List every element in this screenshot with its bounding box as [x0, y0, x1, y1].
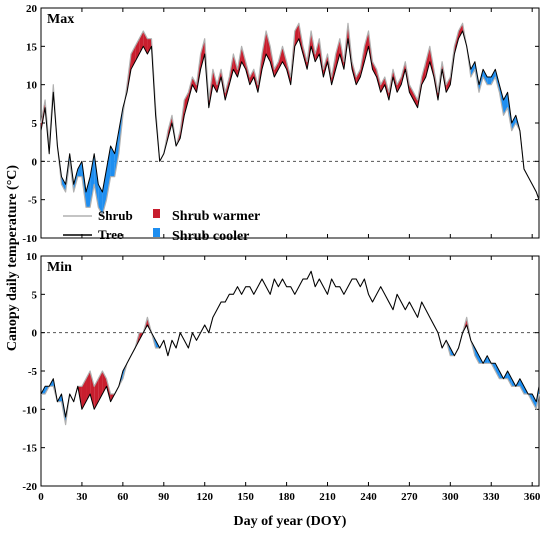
- y-tick-label-min: -20: [22, 481, 37, 493]
- panel-label-min: Min: [47, 260, 72, 275]
- shrub-cooler-area: [491, 69, 496, 85]
- difference-fill-min: [41, 317, 539, 425]
- x-tick-label: 180: [278, 491, 295, 503]
- series-line-shrub-max: [40, 22, 540, 216]
- x-tick-label: 120: [196, 491, 213, 503]
- y-tick-label-max: 20: [26, 3, 38, 15]
- x-axis-title: Day of year (DOY): [234, 514, 347, 529]
- shrub-warmer-area: [446, 77, 451, 93]
- shrub-warmer-area: [266, 31, 271, 62]
- shrub-cooler-area: [106, 146, 111, 200]
- shrub-cooler-area: [519, 378, 524, 394]
- x-tick-label: 210: [319, 491, 336, 503]
- series-line-tree-min: [40, 270, 540, 418]
- plot-frame-min: [40, 255, 540, 487]
- shrub-warmer-area: [409, 84, 414, 100]
- shrub-warmer-area: [356, 69, 361, 85]
- shrub-cooler-area: [90, 153, 95, 208]
- shrub-cooler-area: [102, 169, 107, 215]
- y-tick-label-max: 15: [26, 41, 38, 53]
- y-tick-label-max: 0: [32, 156, 38, 168]
- shrub-cooler-area: [110, 146, 115, 177]
- shrub-cooler-area: [483, 69, 488, 85]
- legend-shrub-warmer-label: Shrub warmer: [172, 209, 260, 224]
- legend-shrub-cooler-swatch: [153, 228, 160, 237]
- shrub-warmer-area: [372, 61, 377, 77]
- shrub-cooler-area: [94, 153, 99, 208]
- y-tick-label-max: 10: [26, 80, 38, 92]
- shrub-cooler-area: [114, 130, 119, 177]
- x-tick-label: 270: [401, 491, 418, 503]
- shrub-warmer-area: [335, 38, 340, 70]
- shrub-cooler-area: [86, 176, 91, 208]
- shrub-warmer-area: [364, 31, 369, 62]
- shrub-warmer-area: [249, 69, 254, 85]
- legend-shrub-label: Shrub: [98, 208, 133, 223]
- shrub-warmer-area: [380, 77, 385, 93]
- shrub-warmer-area: [200, 38, 205, 70]
- shrub-warmer-area: [94, 378, 99, 410]
- shrub-warmer-area: [184, 92, 189, 116]
- x-tick-label: 90: [158, 491, 170, 503]
- x-tick-label: 330: [483, 491, 500, 503]
- y-tick-label-min: -10: [22, 404, 37, 416]
- shrub-warmer-area: [131, 46, 136, 70]
- shrub-warmer-area: [192, 77, 197, 93]
- legend: Shrub Tree Shrub warmer Shrub cooler: [63, 208, 260, 244]
- shrub-cooler-area: [511, 115, 516, 131]
- shrub-warmer-area: [425, 46, 430, 77]
- shrub-cooler-area: [474, 348, 479, 364]
- x-tick-label: 150: [237, 491, 254, 503]
- x-tick-label: 0: [38, 491, 44, 503]
- legend-tree-label: Tree: [98, 227, 123, 242]
- panel-label-max: Max: [47, 12, 74, 27]
- legend-shrub-cooler-label: Shrub cooler: [172, 229, 249, 244]
- shrub-warmer-area: [143, 31, 148, 54]
- panel-min: -20 -15 -10 -5 0 5 10 0 30 60 90 120 150 180 210 240 270…: [22, 251, 541, 503]
- x-tick-label: 360: [524, 491, 541, 503]
- series-line-shrub-min: [41, 270, 540, 426]
- series-line-tree-max: [40, 30, 540, 200]
- shrub-warmer-area: [397, 77, 402, 93]
- legend-shrub-warmer-swatch: [153, 209, 160, 218]
- shrub-warmer-area: [98, 371, 103, 402]
- shrub-cooler-area: [61, 176, 66, 192]
- y-axis-title: Canopy daily temperature (°C): [5, 165, 20, 351]
- y-tick-label-min: 5: [32, 289, 38, 301]
- shrub-warmer-area: [262, 31, 267, 70]
- shrub-cooler-area: [495, 363, 500, 379]
- y-tick-label-max: -5: [28, 195, 38, 207]
- shrub-warmer-area: [274, 61, 279, 77]
- x-tick-label: 300: [442, 491, 459, 503]
- shrub-warmer-area: [294, 23, 299, 47]
- shrub-warmer-area: [139, 31, 144, 54]
- y-tick-label-min: -5: [28, 366, 38, 378]
- shrub-warmer-area: [81, 378, 87, 410]
- x-tick-label: 60: [117, 491, 129, 503]
- shrub-cooler-area: [487, 77, 492, 85]
- shrub-warmer-area: [458, 23, 463, 39]
- shrub-warmer-area: [413, 92, 418, 108]
- panels: -10 -5 0 5 10 15 20 Max -20 -15 -10 -5 0 5 10 0 30 60 90 12…: [22, 3, 541, 503]
- shrub-cooler-area: [470, 61, 475, 77]
- y-tick-label-max: -10: [22, 233, 37, 245]
- y-tick-label-min: 0: [32, 328, 38, 340]
- y-tick-label-min: -15: [22, 443, 37, 455]
- shrub-warmer-area: [90, 371, 95, 410]
- shrub-cooler-area: [98, 184, 103, 215]
- shrub-warmer-area: [147, 38, 152, 54]
- shrub-warmer-area: [86, 371, 91, 402]
- plot-frame-max: [40, 7, 540, 239]
- shrub-cooler-area: [532, 394, 537, 410]
- x-tick-label: 30: [76, 491, 88, 503]
- shrub-cooler-area: [77, 161, 82, 177]
- panel-max: -10 -5 0 5 10 15 20 Max: [22, 3, 540, 245]
- shrub-cooler-area: [507, 371, 512, 387]
- y-tick-label-max: 5: [32, 118, 38, 130]
- x-tick-label: 240: [360, 491, 377, 503]
- y-tick-label-min: 10: [26, 251, 38, 263]
